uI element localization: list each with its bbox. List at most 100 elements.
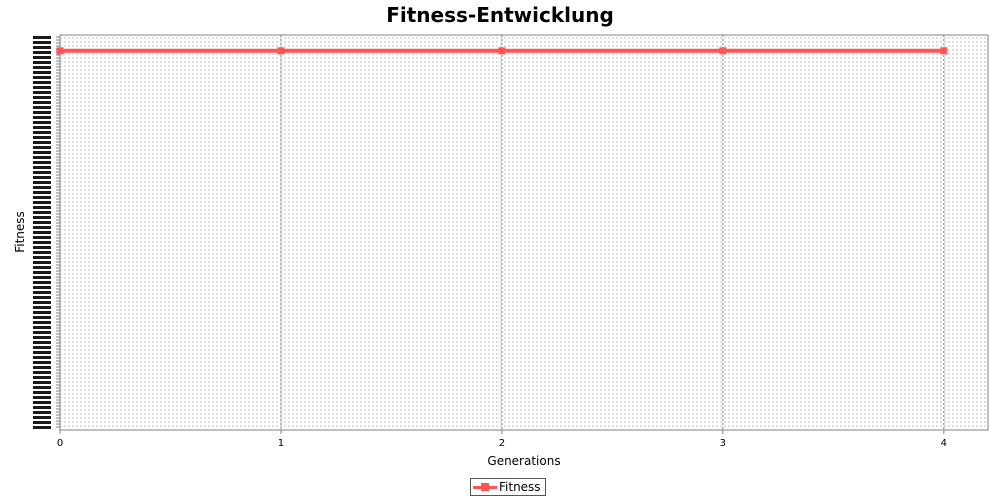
y-tick-label-glyph	[33, 176, 51, 179]
y-tick-label-glyph	[33, 376, 51, 379]
y-gridlines	[60, 37, 988, 427]
x-tick-label: 2	[499, 438, 505, 449]
y-tick-label-glyph	[33, 286, 51, 289]
y-tick-label-glyph	[33, 131, 51, 134]
y-tick-label-glyph	[33, 201, 51, 204]
y-tick-label-glyph	[33, 346, 51, 349]
y-tick-label-glyph	[33, 386, 51, 389]
y-tick-label-glyph	[33, 256, 51, 259]
chart-title: Fitness-Entwicklung	[386, 3, 614, 27]
y-tick-label-glyph	[33, 296, 51, 299]
data-point	[498, 47, 506, 55]
y-tick-label-glyph	[33, 191, 51, 194]
y-tick-label-glyph	[33, 401, 51, 404]
x-axis-label: Generations	[487, 454, 560, 468]
y-tick-label-glyph	[33, 361, 51, 364]
y-tick-label-glyph	[33, 156, 51, 159]
plot-background	[59, 34, 989, 431]
y-tick-label-glyph	[33, 46, 51, 49]
y-tick-label-glyph	[33, 206, 51, 209]
y-tick-label-glyph	[33, 196, 51, 199]
y-tick-label-glyph	[33, 261, 51, 264]
x-tick-label: 4	[941, 438, 947, 449]
y-tick-label-glyph	[33, 406, 51, 409]
y-tick-label-glyph	[33, 96, 51, 99]
y-tick-label-glyph	[33, 111, 51, 114]
y-tick-label-glyph	[33, 211, 51, 214]
y-tick-label-glyph	[33, 76, 51, 79]
y-tick-label-glyph	[33, 151, 51, 154]
y-tick-label-glyph	[33, 116, 51, 119]
y-tick-label-glyph	[33, 81, 51, 84]
y-tick-label-glyph	[33, 226, 51, 229]
y-tick-label-glyph	[33, 336, 51, 339]
x-gridlines	[280, 35, 945, 430]
y-tick-label-glyph	[33, 371, 51, 374]
y-tick-label-glyph	[33, 136, 51, 139]
y-tick-label-glyph	[33, 36, 51, 39]
y-tick-label-glyph	[33, 106, 51, 109]
y-tick-label-glyph	[33, 306, 51, 309]
data-point	[940, 47, 948, 55]
y-tick-label-glyph	[33, 391, 51, 394]
y-tick-label-glyph	[33, 231, 51, 234]
data-point	[277, 47, 285, 55]
y-axis-ticks	[33, 36, 60, 429]
y-tick-label-glyph	[33, 56, 51, 59]
y-tick-label-glyph	[33, 301, 51, 304]
y-tick-label-glyph	[33, 271, 51, 274]
y-tick-label-glyph	[33, 311, 51, 314]
y-tick-label-glyph	[33, 126, 51, 129]
y-tick-label-glyph	[33, 341, 51, 344]
y-tick-label-glyph	[33, 251, 51, 254]
y-tick-label-glyph	[33, 186, 51, 189]
y-tick-label-glyph	[33, 411, 51, 414]
y-tick-label-glyph	[33, 276, 51, 279]
y-axis-label: Fitness	[13, 211, 27, 253]
y-tick-label-glyph	[33, 426, 51, 429]
y-tick-label-glyph	[33, 101, 51, 104]
y-tick-label-glyph	[33, 381, 51, 384]
y-tick-label-glyph	[33, 356, 51, 359]
y-tick-label-glyph	[33, 86, 51, 89]
y-tick-label-glyph	[33, 421, 51, 424]
x-tick-label: 3	[720, 438, 726, 449]
y-tick-label-glyph	[33, 416, 51, 419]
y-tick-label-glyph	[33, 141, 51, 144]
y-tick-label-glyph	[33, 321, 51, 324]
legend-label: Fitness	[499, 480, 541, 494]
y-tick-label-glyph	[33, 326, 51, 329]
y-tick-label-glyph	[33, 246, 51, 249]
y-tick-label-glyph	[33, 181, 51, 184]
y-tick-label-glyph	[33, 331, 51, 334]
x-tick-label: 0	[57, 438, 63, 449]
y-tick-label-glyph	[33, 121, 51, 124]
y-tick-label-glyph	[33, 171, 51, 174]
y-tick-label-glyph	[33, 366, 51, 369]
y-tick-label-glyph	[33, 351, 51, 354]
data-point	[719, 47, 727, 55]
y-tick-label-glyph	[33, 281, 51, 284]
y-tick-label-glyph	[33, 291, 51, 294]
x-tick-label: 1	[278, 438, 284, 449]
y-tick-label-glyph	[33, 51, 51, 54]
series-layer	[56, 47, 948, 55]
legend-swatch	[473, 481, 497, 493]
y-tick-label-glyph	[33, 41, 51, 44]
legend: Fitness	[470, 478, 546, 496]
y-tick-label-glyph	[33, 236, 51, 239]
y-tick-label-glyph	[33, 71, 51, 74]
x-axis: 0 1 2 3 4	[57, 430, 947, 449]
y-tick-label-glyph	[33, 166, 51, 169]
y-tick-label-glyph	[33, 91, 51, 94]
y-tick-label-glyph	[33, 61, 51, 64]
y-tick-label-glyph	[33, 266, 51, 269]
y-tick-label-glyph	[33, 396, 51, 399]
y-tick-label-glyph	[33, 66, 51, 69]
data-point	[56, 47, 64, 55]
y-tick-label-glyph	[33, 161, 51, 164]
y-tick-label-glyph	[33, 216, 51, 219]
y-tick-label-glyph	[33, 316, 51, 319]
y-tick-label-glyph	[33, 221, 51, 224]
